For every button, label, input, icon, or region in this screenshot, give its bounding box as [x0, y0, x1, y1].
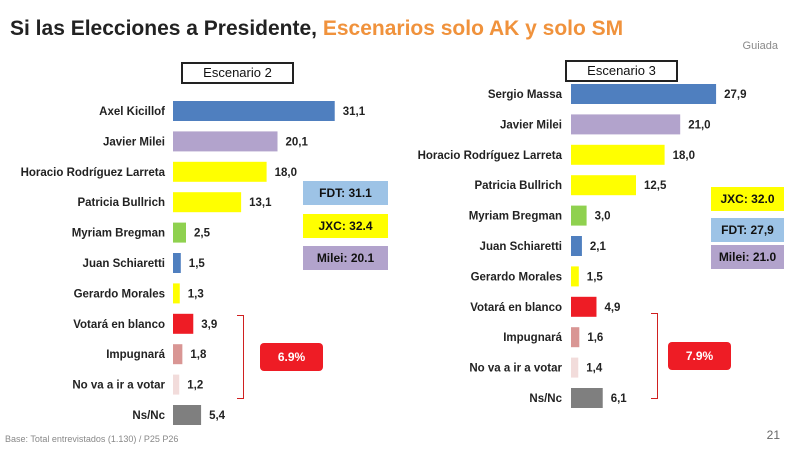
category-label: Axel Kicillof — [99, 106, 165, 118]
bar — [173, 374, 180, 395]
bar — [173, 283, 180, 304]
bar — [173, 313, 194, 334]
value-label: 3,9 — [201, 319, 217, 331]
value-label: 1,5 — [189, 258, 206, 270]
value-label: 1,2 — [187, 380, 203, 392]
footnote: Base: Total entrevistados (1.130) / P25 … — [5, 434, 179, 444]
bar — [173, 344, 183, 365]
value-label: 13,1 — [249, 197, 272, 209]
bar — [571, 266, 579, 287]
category-label: No va a ir a votar — [72, 380, 165, 392]
value-label: 1,5 — [587, 271, 604, 283]
bar — [173, 161, 267, 182]
callout-s2-milei: Milei: 20.1 — [303, 246, 388, 270]
value-label: 27,9 — [724, 89, 746, 101]
category-label: Juan Schiaretti — [83, 258, 165, 270]
value-label: 31,1 — [343, 106, 366, 118]
bar — [571, 236, 582, 256]
bracket-s2 — [237, 315, 244, 399]
value-label: 6,1 — [611, 393, 628, 405]
bar — [571, 296, 597, 317]
bar — [571, 84, 717, 104]
callout-s3-fdt: FDT: 27,9 — [711, 218, 784, 242]
bar — [571, 114, 681, 135]
chart-scenario-3: Sergio Massa 27,9 Javier Milei 21,0 Horacio … — [418, 84, 746, 408]
value-label: 18,0 — [673, 150, 695, 162]
value-label: 12,5 — [644, 180, 667, 192]
value-label: 2,1 — [590, 241, 607, 253]
bar — [571, 357, 579, 378]
value-label: 2,5 — [194, 228, 211, 240]
category-label: Patricia Bullrich — [77, 197, 165, 209]
page-number: 21 — [766, 428, 780, 442]
guided-tag: Guiada — [742, 40, 778, 52]
bar — [173, 405, 202, 425]
bar — [571, 205, 587, 226]
value-label: 18,0 — [275, 167, 297, 179]
bar — [571, 388, 603, 408]
category-label: Votará en blanco — [470, 302, 562, 314]
bar — [571, 144, 665, 165]
bracket-s3 — [651, 313, 658, 399]
value-label: 21,0 — [688, 119, 710, 131]
callout-s3-jxc: JXC: 32.0 — [711, 187, 784, 211]
bar — [173, 253, 181, 273]
category-label: Gerardo Morales — [471, 271, 562, 283]
title-main: Si las Elecciones a Presidente, — [10, 17, 317, 40]
value-label: 1,3 — [188, 288, 204, 300]
bar — [173, 131, 278, 152]
bar — [173, 101, 335, 121]
category-label: Horacio Rodríguez Larreta — [21, 167, 166, 179]
category-label: Ns/Nc — [132, 410, 165, 422]
value-label: 5,4 — [209, 410, 226, 422]
category-label: Impugnará — [106, 349, 165, 361]
page-title: Si las Elecciones a Presidente, Escenari… — [10, 17, 623, 41]
bar — [571, 327, 580, 348]
bar — [173, 222, 186, 243]
value-label: 1,6 — [587, 332, 603, 344]
category-label: Gerardo Morales — [74, 288, 165, 300]
value-label: 1,4 — [586, 363, 603, 375]
grouped-total-s2: 6.9% — [260, 343, 323, 371]
bar — [571, 175, 636, 196]
category-label: Javier Milei — [103, 136, 165, 148]
value-label: 1,8 — [190, 349, 207, 361]
title-accent: Escenarios solo AK y solo SM — [322, 17, 624, 40]
value-label: 3,0 — [595, 211, 611, 223]
category-label: Votará en blanco — [73, 319, 165, 331]
callout-s2-jxc: JXC: 32.4 — [303, 214, 388, 238]
scenario-2-header: Escenario 2 — [181, 62, 294, 84]
category-label: Myriam Bregman — [72, 228, 165, 240]
bar — [173, 192, 242, 213]
category-label: No va a ir a votar — [469, 363, 562, 375]
chart-scenario-2: Axel Kicillof 31,1 Javier Milei 20,1 Horacio… — [21, 101, 366, 425]
category-label: Patricia Bullrich — [474, 180, 562, 192]
value-label: 4,9 — [604, 302, 620, 314]
value-label: 20,1 — [286, 136, 309, 148]
grouped-total-s3: 7.9% — [668, 342, 731, 370]
category-label: Sergio Massa — [488, 89, 563, 101]
category-label: Myriam Bregman — [469, 211, 562, 223]
callout-s2-fdt: FDT: 31.1 — [303, 181, 388, 205]
category-label: Horacio Rodríguez Larreta — [418, 150, 563, 162]
callout-s3-milei: Milei: 21.0 — [711, 245, 784, 269]
category-label: Impugnará — [503, 332, 562, 344]
category-label: Juan Schiaretti — [480, 241, 562, 253]
scenario-3-header: Escenario 3 — [565, 60, 678, 82]
category-label: Javier Milei — [500, 119, 562, 131]
category-label: Ns/Nc — [529, 393, 562, 405]
